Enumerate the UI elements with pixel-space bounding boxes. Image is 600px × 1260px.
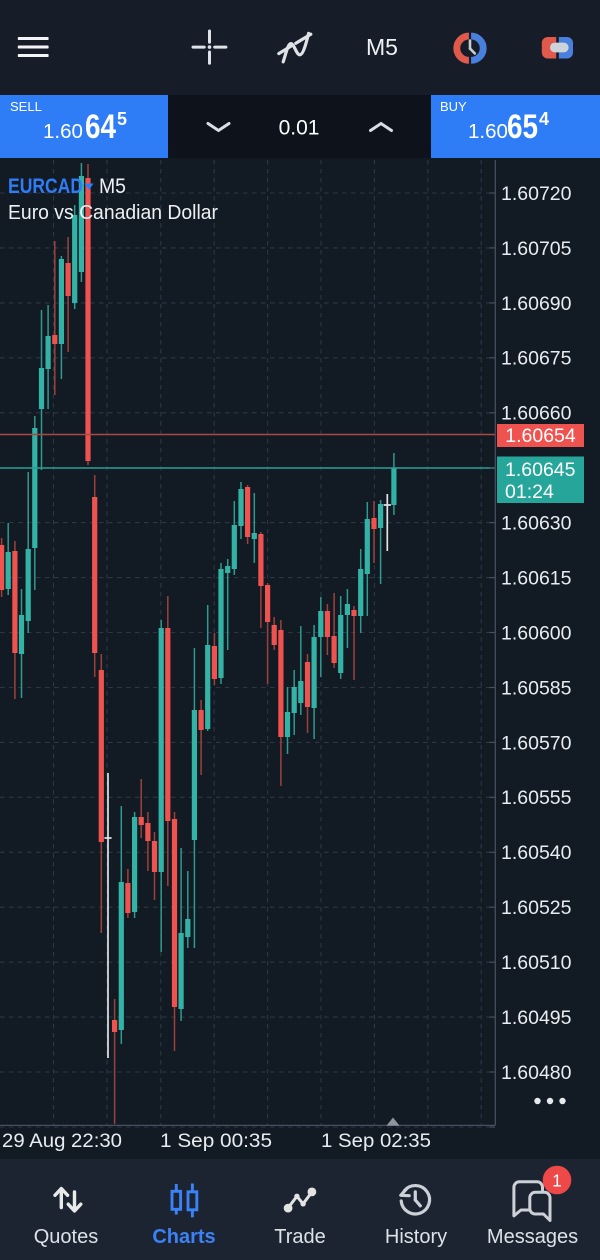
svg-text:EURCAD: EURCAD: [8, 175, 83, 198]
svg-text:Trade: Trade: [274, 1226, 326, 1248]
svg-text:1.60615: 1.60615: [501, 568, 572, 590]
svg-text:Quotes: Quotes: [34, 1226, 98, 1248]
svg-text:1.60705: 1.60705: [501, 238, 572, 260]
svg-text:Charts: Charts: [152, 1226, 215, 1248]
svg-text:Euro vs Canadian Dollar: Euro vs Canadian Dollar: [8, 202, 218, 224]
svg-text:1.60510: 1.60510: [501, 952, 572, 974]
svg-text:01:24: 01:24: [505, 481, 554, 503]
svg-text:M5: M5: [99, 174, 126, 198]
svg-text:1.60555: 1.60555: [501, 787, 572, 809]
svg-text:1 Sep 00:35: 1 Sep 00:35: [160, 1131, 272, 1152]
svg-text:1.60570: 1.60570: [501, 732, 572, 754]
svg-text:1.60495: 1.60495: [501, 1007, 572, 1029]
svg-text:1.60600: 1.60600: [501, 622, 572, 644]
svg-text:1.60540: 1.60540: [501, 842, 572, 864]
svg-text:0.01: 0.01: [279, 117, 320, 140]
svg-text:1.60660: 1.60660: [501, 403, 572, 425]
svg-text:1.60690: 1.60690: [501, 293, 572, 315]
svg-text:1.60630: 1.60630: [501, 513, 572, 535]
svg-text:1.60480: 1.60480: [501, 1062, 572, 1084]
svg-text:1: 1: [552, 1171, 562, 1191]
svg-text:29 Aug 22:30: 29 Aug 22:30: [2, 1131, 122, 1152]
svg-text:History: History: [385, 1226, 447, 1248]
svg-text:M5: M5: [366, 34, 398, 60]
svg-text:1 Sep 02:35: 1 Sep 02:35: [321, 1131, 431, 1152]
svg-text:1.60675: 1.60675: [501, 348, 572, 370]
svg-text:1.60720: 1.60720: [501, 183, 572, 205]
svg-text:1.60525: 1.60525: [501, 897, 572, 919]
svg-text:Messages: Messages: [487, 1226, 578, 1248]
svg-text:1.60645: 1.60645: [505, 459, 576, 481]
svg-text:1.60654: 1.60654: [505, 425, 576, 447]
svg-text:1.60585: 1.60585: [501, 677, 572, 699]
